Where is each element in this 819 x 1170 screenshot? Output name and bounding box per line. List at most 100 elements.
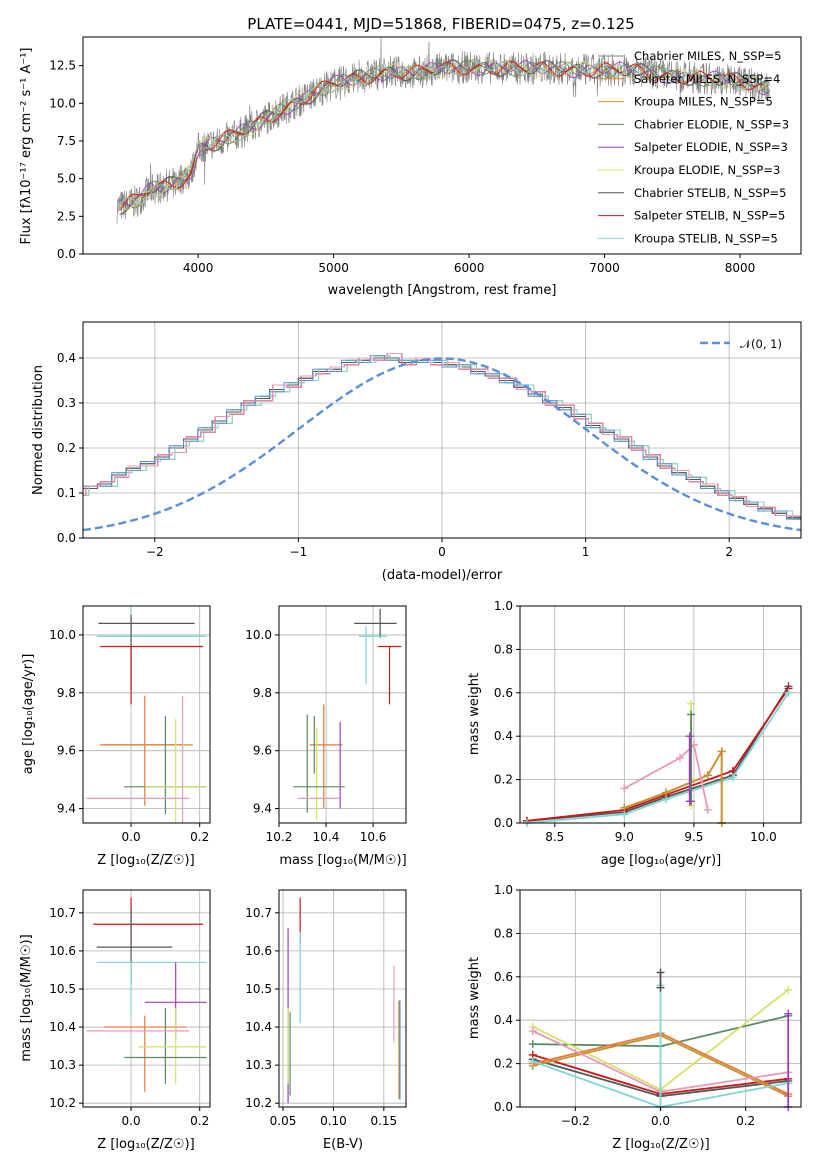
- y-tick-label: 10.2: [49, 1096, 76, 1110]
- x-tick-label: 9.0: [615, 830, 634, 844]
- y-tick-label: 9.4: [253, 802, 272, 816]
- age-vs-mass-x-label: mass [log₁₀(M/M☉)]: [279, 853, 406, 868]
- weight-point-marker: [685, 732, 694, 741]
- y-tick-label: 0.8: [494, 642, 513, 656]
- spectrum-legend: Chabrier MILES, N_SSP=5 Salpeter MILES, N…: [598, 49, 789, 245]
- weight-series-line: [623, 743, 709, 811]
- y-tick-label: 9.6: [253, 744, 272, 758]
- x-tick-label: 0.2: [190, 1114, 209, 1128]
- y-tick-label: 0.1: [57, 486, 76, 500]
- weight-point-marker: [675, 753, 684, 762]
- weight-point-marker: [784, 1009, 793, 1018]
- x-tick-label: 10.4: [313, 830, 340, 844]
- y-tick-label: 10.3: [245, 1058, 272, 1072]
- model-spectrum-line: [119, 60, 771, 211]
- age-vs-mass-marks: [293, 608, 402, 821]
- spectrum-y-label: Flux [fλ10⁻¹⁷ erg cm⁻² s⁻¹ A⁻¹]: [19, 48, 34, 245]
- y-tick-label: 0.0: [57, 531, 76, 545]
- y-tick-label: 12.5: [49, 59, 76, 73]
- weight-vs-age-frame: [519, 605, 802, 824]
- residuals-legend: 𝒩(0, 1): [700, 337, 782, 351]
- age-vs-mass-frame: [278, 605, 407, 824]
- weight-point-marker: [656, 983, 665, 992]
- reference-gaussian: [82, 357, 802, 532]
- age-vs-z-marks: [86, 606, 207, 823]
- weight-point-marker: [656, 968, 665, 977]
- histogram-step: [83, 353, 801, 517]
- x-tick-label: 7000: [589, 261, 620, 275]
- weight-vs-z-y-label: mass weight: [467, 957, 482, 1039]
- x-tick-label: 8000: [725, 261, 756, 275]
- weight-point-marker: [784, 688, 793, 697]
- legend-entry: Kroupa MILES, N_SSP=5: [634, 95, 773, 109]
- weight-vs-age-y-label: mass weight: [467, 673, 482, 755]
- y-tick-label: 0.4: [57, 351, 76, 365]
- weight-vs-z-x-label: Z [log₁₀(Z/Z☉)]: [612, 1137, 709, 1152]
- y-tick-label: 10.0: [245, 628, 272, 642]
- y-tick-label: 10.5: [245, 982, 272, 996]
- y-tick-label: 0.0: [57, 247, 76, 261]
- age-vs-mass-y-ticks: 9.4 9.6 9.8 10.0: [245, 628, 279, 816]
- y-tick-label: 10.3: [49, 1058, 76, 1072]
- x-tick-label: 0.0: [122, 830, 141, 844]
- y-tick-label: 0.6: [494, 970, 513, 984]
- legend-entry: Chabrier STELIB, N_SSP=5: [634, 186, 786, 200]
- weight-point-marker: [662, 788, 671, 797]
- age-vs-mass-x-ticks: 10.2 10.4 10.6: [266, 823, 386, 844]
- model-spectrum-line: [119, 59, 771, 210]
- mass-vs-ebv-grid: [279, 890, 406, 1107]
- y-tick-label: 10.4: [245, 1020, 272, 1034]
- weight-vs-z-y-ticks: 0.0 0.2 0.4 0.6 0.8 1.0: [494, 883, 520, 1114]
- x-tick-label: 0.10: [320, 1114, 347, 1128]
- x-tick-label: 10.0: [750, 830, 777, 844]
- x-tick-label: 0.2: [190, 830, 209, 844]
- legend-entry: Kroupa ELODIE, N_SSP=3: [634, 163, 780, 177]
- age-vs-z-panel: 0.0 0.2 9.4 9.6 9.8 10.0 Z [log₁₀(Z/Z☉)] age…: [21, 605, 211, 868]
- weight-vs-z-panel: −0.2 0.0 0.2 0.0 0.2 0.4 0.6 0.8 1.0 Z [log₁₀(Z…: [467, 883, 802, 1152]
- legend-entry: Chabrier ELODIE, N_SSP=3: [634, 117, 789, 131]
- weight-point-marker: [620, 784, 629, 793]
- mass-vs-z-x-label: Z [log₁₀(Z/Z☉)]: [97, 1137, 194, 1152]
- x-tick-label: 0.2: [736, 1114, 755, 1128]
- y-tick-label: 10.6: [49, 944, 76, 958]
- x-tick-label: 0.15: [370, 1114, 397, 1128]
- weight-vs-age-marks: [522, 682, 793, 827]
- y-tick-label: 10.2: [245, 1096, 272, 1110]
- mass-vs-ebv-x-ticks: 0.05 0.10 0.15: [270, 1107, 397, 1128]
- mass-vs-ebv-marks: [287, 897, 401, 1104]
- legend-entry: 𝒩(0, 1): [740, 337, 782, 351]
- weight-point-marker: [728, 773, 737, 782]
- residuals-y-label: Normed distribution: [31, 365, 46, 495]
- age-vs-z-x-ticks: 0.0 0.2: [122, 823, 209, 844]
- age-vs-mass-panel: 10.2 10.4 10.6 9.4 9.6 9.8 10.0 mass [log₁₀(M…: [245, 605, 407, 868]
- spectrum-x-label: wavelength [Angstrom, rest frame]: [328, 283, 557, 298]
- x-tick-label: −1: [290, 545, 308, 559]
- mass-vs-z-y-ticks: 10.2 10.3 10.4 10.5 10.6 10.7: [49, 906, 83, 1110]
- age-vs-z-x-label: Z [log₁₀(Z/Z☉)]: [97, 853, 194, 868]
- x-tick-label: −0.2: [561, 1114, 590, 1128]
- spectrum-marks: [116, 36, 771, 224]
- y-tick-label: 10.0: [49, 96, 76, 110]
- y-tick-label: 0.3: [57, 396, 76, 410]
- y-tick-label: 10.7: [49, 906, 76, 920]
- x-tick-label: 10.2: [266, 830, 293, 844]
- x-tick-label: 0: [438, 545, 446, 559]
- legend-entry: Salpeter STELIB, N_SSP=5: [634, 209, 785, 223]
- legend-entry: Salpeter MILES, N_SSP=4: [634, 72, 780, 86]
- y-tick-label: 9.4: [57, 802, 76, 816]
- model-spectrum-line: [119, 60, 771, 206]
- weight-vs-age-y-ticks: 0.0 0.2 0.4 0.6 0.8 1.0: [494, 599, 520, 830]
- weight-point-marker: [703, 805, 712, 814]
- spectrum-title: PLATE=0441, MJD=51868, FIBERID=0475, z=0…: [247, 15, 634, 33]
- y-tick-label: 7.5: [57, 134, 76, 148]
- spectrum-panel: PLATE=0441, MJD=51868, FIBERID=0475, z=0…: [19, 15, 802, 298]
- age-vs-z-y-label: age [log₁₀(age/yr)]: [21, 654, 36, 775]
- weight-point-marker: [528, 1040, 537, 1049]
- residuals-panel: −2 −1 0 1 2 0.0 0.1 0.2 0.3 0.4 (data-model)/err…: [31, 321, 802, 583]
- spectrum-x-ticks: 4000 5000 6000 7000 8000: [183, 254, 755, 275]
- mass-vs-z-frame: [82, 889, 211, 1108]
- mass-vs-z-y-label: mass [log₁₀(M/M☉)]: [19, 934, 34, 1061]
- mass-vs-ebv-panel: 0.05 0.10 0.15 10.2 10.3 10.4 10.5 10.6 10.7 E(…: [245, 889, 407, 1152]
- age-vs-z-frame: [82, 605, 211, 824]
- y-tick-label: 9.8: [253, 686, 272, 700]
